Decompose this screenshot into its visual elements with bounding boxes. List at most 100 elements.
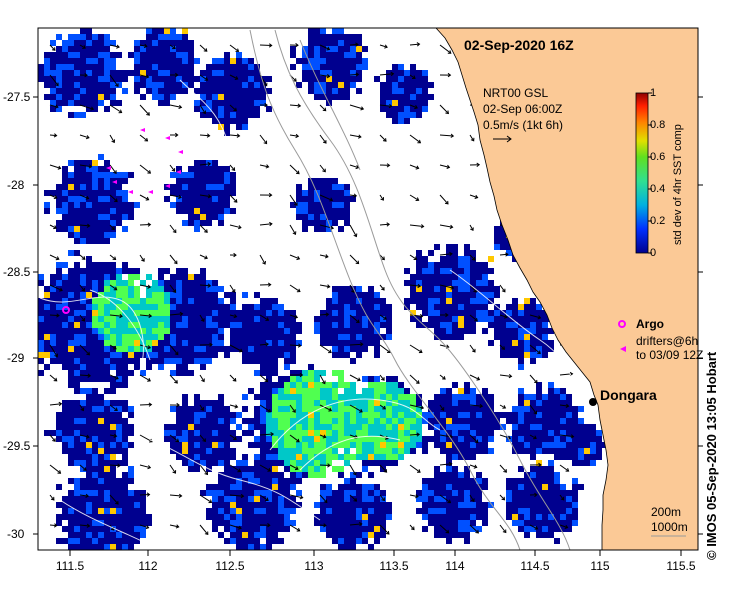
sst-cell <box>590 448 596 454</box>
sst-cell <box>536 436 542 442</box>
sst-cell <box>74 334 80 340</box>
sst-cell <box>548 472 554 478</box>
sst-cell <box>44 334 50 340</box>
sst-cell <box>200 214 206 220</box>
sst-cell <box>128 292 134 298</box>
sst-cell <box>44 58 50 64</box>
sst-cell <box>440 400 446 406</box>
sst-cell <box>398 82 404 88</box>
sst-cell <box>446 520 452 526</box>
sst-cell <box>386 448 392 454</box>
sst-cell <box>68 172 74 178</box>
sst-cell <box>422 298 428 304</box>
sst-cell <box>92 280 98 286</box>
sst-cell <box>98 88 104 94</box>
sst-cell <box>314 394 320 400</box>
sst-cell <box>80 520 86 526</box>
sst-cell <box>338 184 344 190</box>
sst-cell <box>236 502 242 508</box>
sst-cell <box>350 520 356 526</box>
sst-cell <box>188 304 194 310</box>
current-arrow <box>169 524 180 529</box>
sst-cell <box>146 316 152 322</box>
sst-cell <box>530 466 536 472</box>
sst-cell <box>248 484 254 490</box>
sst-cell <box>524 502 530 508</box>
sst-cell <box>80 178 86 184</box>
sst-cell <box>458 430 464 436</box>
sst-cell <box>50 40 56 46</box>
sst-cell <box>164 328 170 334</box>
sst-cell <box>56 502 62 508</box>
sst-cell <box>386 334 392 340</box>
sst-cell <box>380 94 386 100</box>
sst-cell <box>98 466 104 472</box>
sst-cell <box>158 70 164 76</box>
sst-cell <box>398 112 404 118</box>
sst-cell <box>242 316 248 322</box>
sst-cell <box>320 316 326 322</box>
sst-cell <box>68 334 74 340</box>
sst-cell <box>122 406 128 412</box>
sst-cell <box>254 460 260 466</box>
sst-cell <box>524 532 530 538</box>
sst-cell <box>86 238 92 244</box>
sst-cell <box>116 214 122 220</box>
current-arrow <box>349 521 363 527</box>
sst-cell <box>62 514 68 520</box>
sst-cell <box>92 496 98 502</box>
sst-cell <box>464 400 470 406</box>
sst-cell <box>134 304 140 310</box>
sst-cell <box>188 274 194 280</box>
sst-cell <box>446 442 452 448</box>
sst-cell <box>68 232 74 238</box>
sst-cell <box>194 220 200 226</box>
sst-cell <box>314 460 320 466</box>
sst-cell <box>92 178 98 184</box>
sst-cell <box>278 334 284 340</box>
sst-cell <box>248 70 254 76</box>
sst-cell <box>56 46 62 52</box>
sst-cell <box>218 346 224 352</box>
sst-cell <box>452 430 458 436</box>
sst-cell <box>344 388 350 394</box>
map-title: 02-Sep-2020 16Z <box>464 37 574 53</box>
y-tick-label: -28.5 <box>3 265 31 279</box>
sst-cell <box>530 322 536 328</box>
current-arrow <box>259 134 268 145</box>
sst-cell <box>350 358 356 364</box>
sst-cell <box>152 322 158 328</box>
sst-cell <box>224 130 230 136</box>
sst-cell <box>530 454 536 460</box>
sst-cell <box>542 400 548 406</box>
sst-cell <box>446 436 452 442</box>
sst-cell <box>110 52 116 58</box>
sst-cell <box>158 346 164 352</box>
sst-cell <box>56 268 62 274</box>
sst-cell <box>572 412 578 418</box>
current-arrow <box>229 404 239 409</box>
sst-cell <box>554 388 560 394</box>
sst-cell <box>422 76 428 82</box>
sst-cell <box>200 322 206 328</box>
sst-cell <box>224 436 230 442</box>
sst-cell <box>374 502 380 508</box>
sst-cell <box>410 418 416 424</box>
sst-cell <box>44 202 50 208</box>
sst-cell <box>182 448 188 454</box>
sst-cell <box>326 226 332 232</box>
sst-cell <box>80 484 86 490</box>
sst-cell <box>98 454 104 460</box>
sst-cell <box>116 208 122 214</box>
sst-cell <box>248 304 254 310</box>
sst-cell <box>134 82 140 88</box>
sst-cell <box>98 202 104 208</box>
sst-cell <box>146 40 152 46</box>
sst-cell <box>578 418 584 424</box>
sst-cell <box>56 82 62 88</box>
sst-cell <box>152 316 158 322</box>
sst-cell <box>392 118 398 124</box>
sst-cell <box>338 88 344 94</box>
sst-cell <box>92 328 98 334</box>
sst-cell <box>134 496 140 502</box>
